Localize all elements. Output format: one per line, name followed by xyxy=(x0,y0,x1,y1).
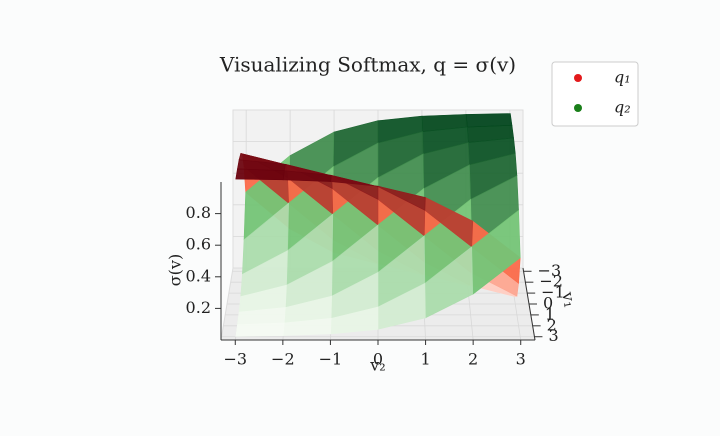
legend-label: q₁ xyxy=(614,68,631,87)
legend-label: q₂ xyxy=(614,98,631,117)
z-tick-label: 0.2 xyxy=(186,298,211,317)
z-tick-label: 0.8 xyxy=(186,203,211,222)
x-tick-label: 0 xyxy=(373,350,383,369)
x-tick-label: −1 xyxy=(319,350,343,369)
x-tick-label: 3 xyxy=(516,350,526,369)
surface-patch xyxy=(235,168,285,181)
x-tick-label: −3 xyxy=(223,350,247,369)
z-axis-label: σ(v) xyxy=(166,254,185,286)
legend-marker xyxy=(574,74,582,82)
y-axis-label: v₁ xyxy=(558,290,580,310)
z-tick-label: 0.4 xyxy=(186,266,211,285)
x-tick-label: −2 xyxy=(271,350,295,369)
surface-patch xyxy=(235,322,285,337)
y-tick-label: −3 xyxy=(538,261,562,280)
legend-box xyxy=(551,61,639,127)
chart-title: Visualizing Softmax, q = σ(v) xyxy=(219,53,516,77)
y-tick-label: 0 xyxy=(543,294,553,313)
y-tick-label: 2 xyxy=(547,315,557,334)
x-tick-label: 1 xyxy=(420,350,430,369)
y-tick-label: −2 xyxy=(539,272,563,291)
y-tick-label: 1 xyxy=(545,304,555,323)
legend-marker xyxy=(574,104,582,112)
y-tick-label: 3 xyxy=(548,326,558,345)
surface-patch xyxy=(465,113,513,128)
z-tick-label: 0.6 xyxy=(186,235,211,254)
x-tick-label: 2 xyxy=(468,350,478,369)
x-axis-label: v₂ xyxy=(369,356,385,375)
y-tick-label: −1 xyxy=(541,283,565,302)
